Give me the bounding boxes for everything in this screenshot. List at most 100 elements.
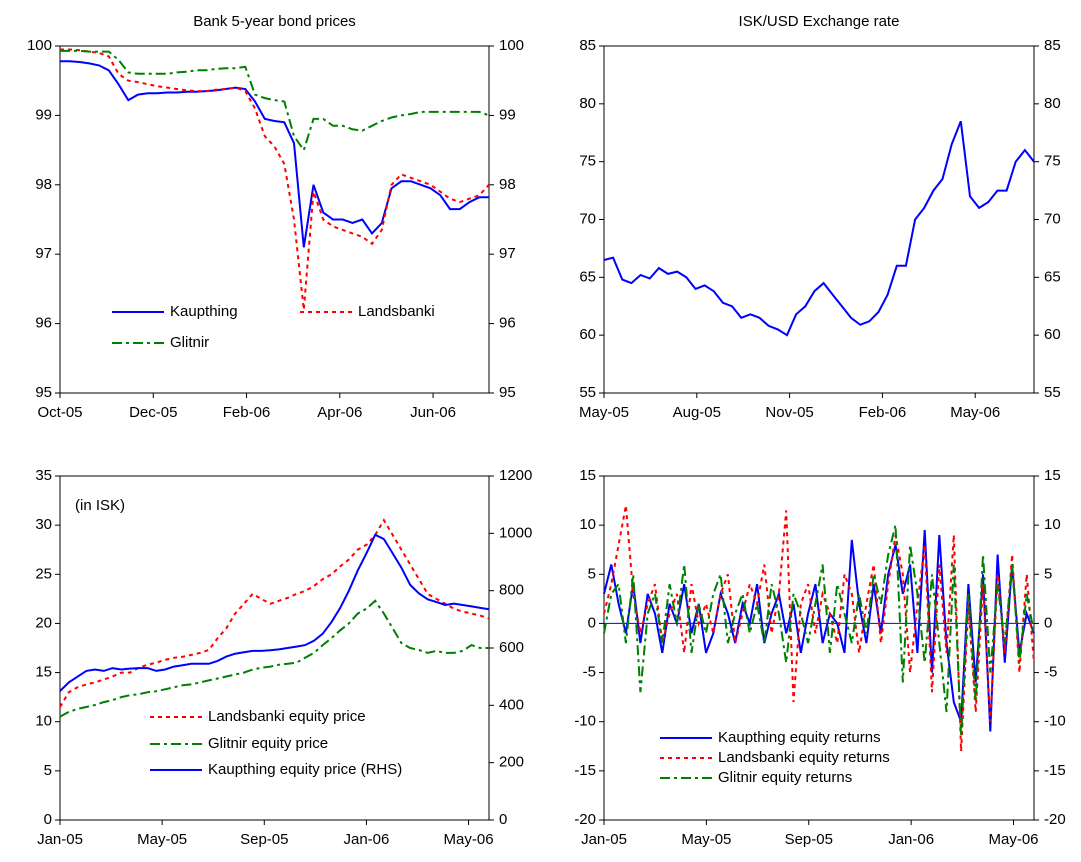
plot-frame xyxy=(603,475,1035,821)
x-tick-label: Feb-06 xyxy=(223,404,271,421)
legend-label: Kaupthing equity price (RHS) xyxy=(208,761,402,778)
x-tick-label: Jan-05 xyxy=(581,831,627,848)
series-line xyxy=(603,530,1035,732)
y-tick-label: -20 xyxy=(574,811,596,828)
y-tick-label: 60 xyxy=(579,326,596,343)
x-tick-label: Nov-05 xyxy=(765,404,813,421)
legend-label: Kaupthing xyxy=(170,303,238,320)
y-tick-label: -15 xyxy=(574,762,596,779)
x-tick-label: Aug-05 xyxy=(673,404,721,421)
y-right-tick-label: 75 xyxy=(1044,153,1061,170)
y-tick-label: 96 xyxy=(35,315,52,332)
x-tick-label: Dec-05 xyxy=(129,404,177,421)
legend-label: Landsbanki equity returns xyxy=(718,749,890,766)
y-tick-label: 35 xyxy=(35,467,52,484)
y-tick-label: 55 xyxy=(579,384,596,401)
legend-label: Landsbanki equity price xyxy=(208,708,366,725)
series-line xyxy=(603,505,1035,752)
y-tick-label: 30 xyxy=(35,516,52,533)
plot-frame xyxy=(59,45,490,394)
y-tick-label: 95 xyxy=(35,384,52,401)
y-right-tick-label: 5 xyxy=(1044,565,1052,582)
y-tick-label: 25 xyxy=(35,565,52,582)
y-right-tick-label: 99 xyxy=(499,106,516,123)
x-tick-label: Apr-06 xyxy=(317,404,362,421)
x-tick-label: May-05 xyxy=(137,831,187,848)
y-tick-label: 65 xyxy=(579,268,596,285)
y-right-tick-label: 100 xyxy=(499,37,524,54)
y-right-tick-label: 60 xyxy=(1044,326,1061,343)
y-tick-label: 85 xyxy=(579,37,596,54)
y-right-tick-label: 95 xyxy=(499,384,516,401)
y2-tick-label: 1000 xyxy=(499,524,532,541)
series-line xyxy=(60,48,490,310)
y2-tick-label: 800 xyxy=(499,582,524,599)
y-tick-label: 15 xyxy=(579,467,596,484)
y-tick-label: 0 xyxy=(44,811,52,828)
x-tick-label: Jan-06 xyxy=(343,831,389,848)
series-line xyxy=(60,49,490,153)
y-tick-label: 98 xyxy=(35,176,52,193)
y-right-tick-label: 97 xyxy=(499,245,516,262)
y-right-tick-label: 80 xyxy=(1044,95,1061,112)
x-tick-label: Sep-05 xyxy=(240,831,288,848)
x-tick-label: May-06 xyxy=(444,831,494,848)
chart-title: ISK/USD Exchange rate xyxy=(739,13,900,30)
chart-title: Bank 5-year bond prices xyxy=(193,13,356,30)
x-tick-label: May-06 xyxy=(989,831,1039,848)
series-line xyxy=(59,533,490,692)
y-tick-label: 5 xyxy=(44,762,52,779)
x-tick-label: May-05 xyxy=(681,831,731,848)
x-tick-label: Jun-06 xyxy=(410,404,456,421)
series-line xyxy=(603,524,1035,737)
y-tick-label: 80 xyxy=(579,95,596,112)
y-tick-label: 10 xyxy=(579,516,596,533)
y-tick-label: 70 xyxy=(579,210,596,227)
y-right-tick-label: 96 xyxy=(499,315,516,332)
y-right-tick-label: 10 xyxy=(1044,516,1061,533)
legend-label: Kaupthing equity returns xyxy=(718,729,881,746)
y-right-tick-label: 15 xyxy=(1044,467,1061,484)
y-right-tick-label: -20 xyxy=(1044,811,1066,828)
y-tick-label: 75 xyxy=(579,153,596,170)
x-tick-label: May-06 xyxy=(950,404,1000,421)
x-tick-label: Feb-06 xyxy=(859,404,907,421)
y2-tick-label: 400 xyxy=(499,696,524,713)
y-right-tick-label: -10 xyxy=(1044,713,1066,730)
y2-tick-label: 600 xyxy=(499,639,524,656)
legend-label: Glitnir equity price xyxy=(208,735,328,752)
y2-tick-label: 200 xyxy=(499,754,524,771)
x-tick-label: May-05 xyxy=(579,404,629,421)
annotation: (in ISK) xyxy=(75,497,125,514)
y-tick-label: -10 xyxy=(574,713,596,730)
x-tick-label: Oct-05 xyxy=(37,404,82,421)
legend-label: Landsbanki xyxy=(358,303,435,320)
series-line xyxy=(59,599,489,718)
y-tick-label: 20 xyxy=(35,614,52,631)
y-tick-label: 99 xyxy=(35,106,52,123)
y-tick-label: 10 xyxy=(35,713,52,730)
y-tick-label: 100 xyxy=(27,37,52,54)
legend-label: Glitnir equity returns xyxy=(718,769,852,786)
y-right-tick-label: -15 xyxy=(1044,762,1066,779)
y-right-tick-label: 85 xyxy=(1044,37,1061,54)
y-tick-label: 97 xyxy=(35,245,52,262)
x-tick-label: Jan-06 xyxy=(888,831,934,848)
legend-label: Glitnir xyxy=(170,334,209,351)
x-tick-label: Sep-05 xyxy=(785,831,833,848)
y2-tick-label: 0 xyxy=(499,811,507,828)
y-right-tick-label: 55 xyxy=(1044,384,1061,401)
y2-tick-label: 1200 xyxy=(499,467,532,484)
y-right-tick-label: 0 xyxy=(1044,614,1052,631)
y-right-tick-label: 65 xyxy=(1044,268,1061,285)
plot-frame xyxy=(603,45,1035,394)
y-tick-label: 0 xyxy=(588,614,596,631)
series-line xyxy=(60,60,489,248)
x-tick-label: Jan-05 xyxy=(37,831,83,848)
y-tick-label: 5 xyxy=(588,565,596,582)
y-right-tick-label: -5 xyxy=(1044,664,1057,681)
y-tick-label: -5 xyxy=(583,664,596,681)
series-line xyxy=(59,518,490,708)
y-tick-label: 15 xyxy=(35,664,52,681)
